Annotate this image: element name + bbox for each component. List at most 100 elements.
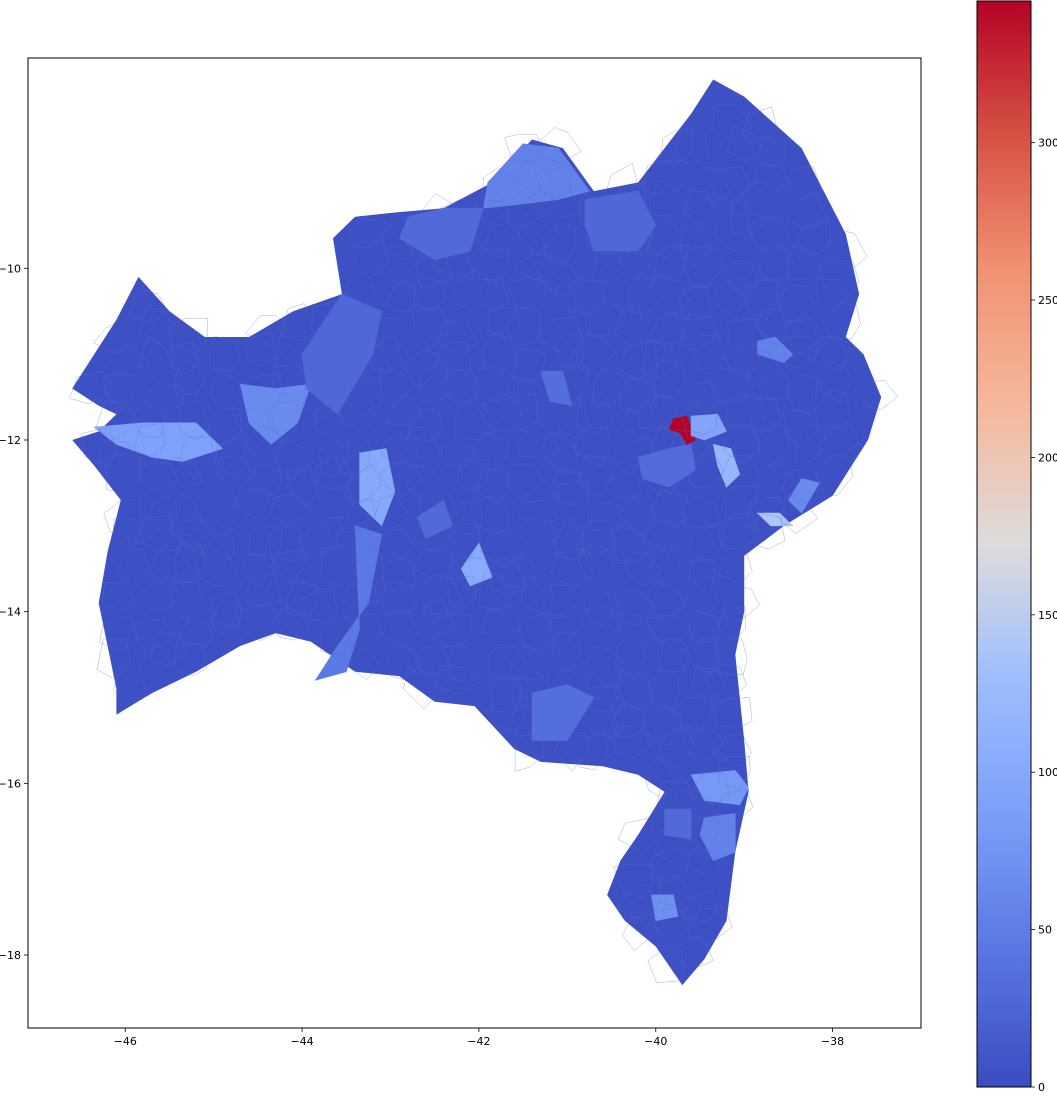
- municipality-border: [92, 318, 135, 354]
- municipality-border: [433, 666, 479, 696]
- municipality-border: [444, 226, 483, 262]
- municipality-border: [196, 546, 239, 588]
- municipality-border: [615, 633, 646, 678]
- municipality-border: [482, 332, 517, 370]
- municipality-border: [413, 274, 445, 311]
- municipality-border: [714, 212, 753, 254]
- municipality-border: [542, 226, 577, 267]
- municipality-border: [419, 573, 463, 615]
- municipality-border: [518, 499, 557, 527]
- municipality-border: [331, 309, 371, 350]
- municipality-border: [643, 160, 685, 196]
- municipality-border: [787, 244, 822, 281]
- municipality-border: [604, 162, 639, 200]
- municipality-border: [577, 521, 617, 557]
- municipality-border: [583, 645, 627, 687]
- municipality-border: [504, 133, 544, 167]
- x-tick-label: −38: [821, 1035, 844, 1048]
- municipality-border: [742, 181, 784, 222]
- municipality-border: [747, 137, 786, 167]
- municipality-border: [681, 399, 717, 439]
- municipality-border: [718, 756, 751, 789]
- municipality-border: [382, 555, 416, 594]
- municipality-border: [647, 947, 685, 984]
- municipality-border: [617, 586, 656, 627]
- municipality-border: [658, 637, 691, 673]
- region-borders: [69, 104, 899, 984]
- municipality-region: [788, 478, 820, 514]
- municipality-border: [822, 303, 861, 340]
- municipality-border: [411, 213, 449, 248]
- municipality-border: [279, 303, 319, 342]
- municipality-border: [557, 403, 589, 440]
- x-tick-label: −44: [290, 1035, 313, 1048]
- municipality-border: [506, 193, 544, 230]
- municipality-border: [403, 667, 444, 710]
- municipality-border: [500, 556, 537, 588]
- municipality-border: [373, 493, 411, 533]
- municipality-border: [416, 646, 451, 677]
- municipality-border: [817, 259, 860, 295]
- municipality-border: [414, 521, 452, 553]
- municipality-border: [320, 616, 356, 657]
- municipality-border: [475, 469, 512, 505]
- municipality-border: [650, 908, 691, 947]
- municipality-border: [244, 425, 286, 461]
- x-axis: −46 −44 −42 −40 −38: [114, 1028, 844, 1048]
- municipality-border: [131, 399, 168, 438]
- municipality-border: [274, 437, 309, 478]
- municipality-border: [653, 245, 690, 278]
- municipality-border: [135, 577, 179, 611]
- municipality-border: [778, 285, 816, 322]
- municipality-border: [613, 437, 654, 470]
- municipality-border: [169, 580, 204, 621]
- municipality-border: [646, 582, 687, 622]
- municipality-border: [248, 463, 282, 496]
- municipality-border: [238, 602, 282, 641]
- municipality-border: [817, 425, 859, 462]
- municipality-border: [584, 586, 618, 626]
- municipality-border: [490, 555, 527, 597]
- municipality-border: [210, 369, 244, 409]
- municipality-border: [715, 637, 748, 675]
- municipality-border: [116, 549, 149, 586]
- municipality-border: [622, 916, 659, 952]
- municipality-border: [653, 822, 688, 862]
- municipality-border: [99, 615, 138, 652]
- colorbar: [976, 0, 1032, 1088]
- municipality-border: [816, 453, 853, 497]
- municipality-border: [684, 190, 717, 227]
- municipality-border: [724, 485, 759, 519]
- municipality-border: [434, 613, 472, 647]
- municipality-border: [678, 313, 718, 351]
- municipality-border: [244, 374, 286, 415]
- colorbar-tick-label: 50: [1038, 924, 1052, 937]
- municipality-border: [688, 523, 722, 566]
- municipality-border: [511, 347, 546, 383]
- y-tick-label: −16: [0, 777, 21, 790]
- municipality-border: [446, 555, 495, 590]
- municipality-border: [177, 517, 218, 552]
- municipality-border: [243, 553, 276, 592]
- municipality-border: [447, 642, 485, 682]
- municipality-border: [232, 488, 270, 519]
- municipality-border: [516, 419, 561, 460]
- municipality-border: [175, 543, 207, 583]
- municipality-border: [748, 398, 781, 433]
- municipality-border: [97, 441, 132, 471]
- municipality-border: [210, 601, 241, 635]
- municipality-border: [649, 180, 691, 217]
- municipality-border: [371, 336, 402, 374]
- municipality-border: [481, 167, 516, 203]
- municipality-border: [657, 728, 695, 767]
- municipality-border: [722, 513, 760, 550]
- municipality-border: [505, 464, 545, 500]
- municipality-border: [648, 464, 681, 502]
- y-axis: −10 −12 −14 −16 −18: [0, 262, 28, 962]
- municipality-border: [436, 340, 472, 382]
- municipality-border: [755, 308, 798, 345]
- municipality-border: [195, 531, 235, 566]
- municipality-border: [520, 574, 555, 615]
- municipality-border: [653, 359, 686, 398]
